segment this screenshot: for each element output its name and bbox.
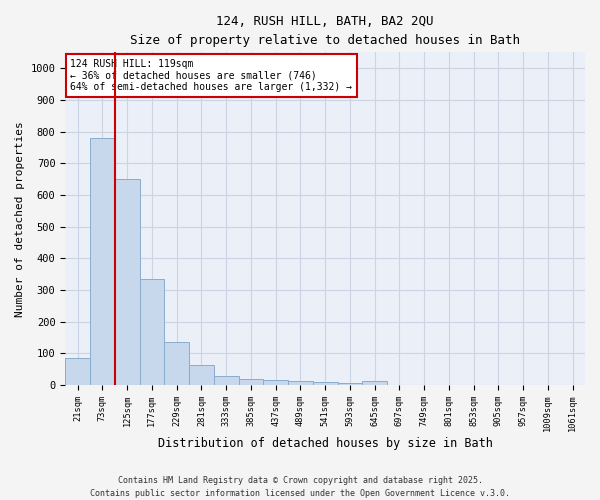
Bar <box>338 384 362 385</box>
Text: Contains HM Land Registry data © Crown copyright and database right 2025.
Contai: Contains HM Land Registry data © Crown c… <box>90 476 510 498</box>
Bar <box>164 342 189 385</box>
Bar <box>90 138 115 385</box>
Bar <box>239 378 263 385</box>
Title: 124, RUSH HILL, BATH, BA2 2QU
Size of property relative to detached houses in Ba: 124, RUSH HILL, BATH, BA2 2QU Size of pr… <box>130 15 520 47</box>
Y-axis label: Number of detached properties: Number of detached properties <box>15 121 25 316</box>
Text: 124 RUSH HILL: 119sqm
← 36% of detached houses are smaller (746)
64% of semi-det: 124 RUSH HILL: 119sqm ← 36% of detached … <box>70 59 352 92</box>
Bar <box>115 179 140 385</box>
Bar <box>189 365 214 385</box>
Bar <box>65 358 90 385</box>
Bar <box>288 381 313 385</box>
Bar <box>313 382 338 385</box>
Bar <box>214 376 239 385</box>
Bar <box>263 380 288 385</box>
Bar <box>362 381 387 385</box>
Bar <box>140 279 164 385</box>
X-axis label: Distribution of detached houses by size in Bath: Distribution of detached houses by size … <box>158 437 493 450</box>
